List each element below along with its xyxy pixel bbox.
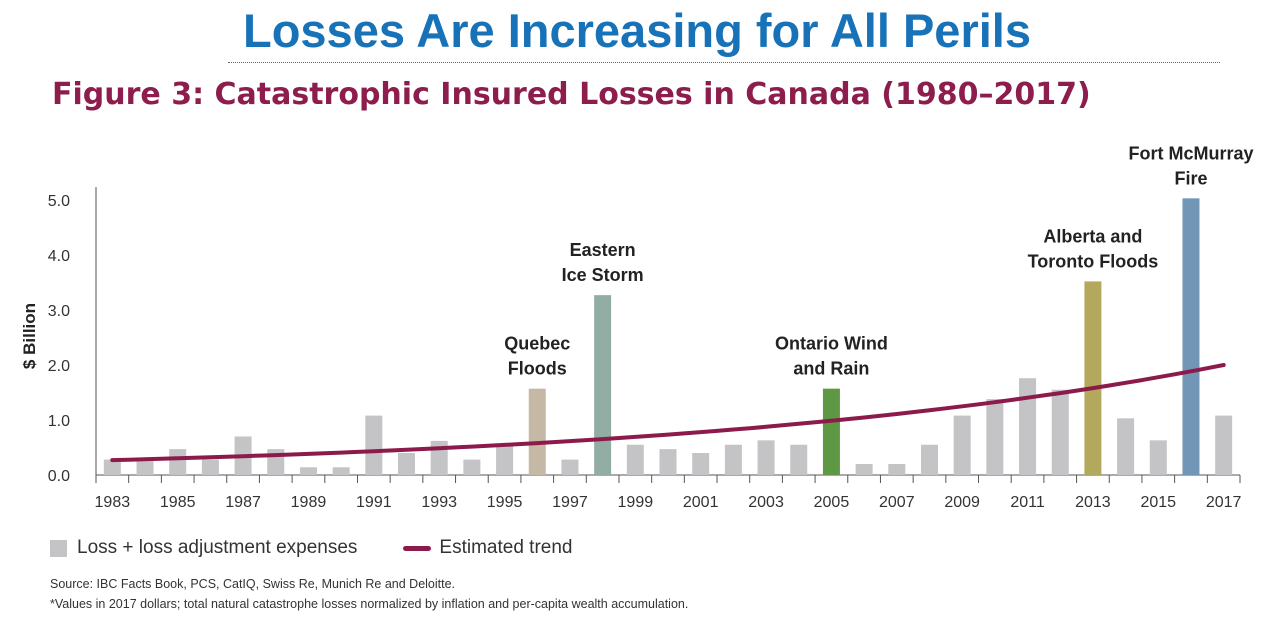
bar-2011 — [1019, 378, 1037, 475]
bar-2013 — [1084, 281, 1102, 475]
bar-1994 — [463, 459, 481, 475]
y-tick-label: 0.0 — [48, 468, 70, 485]
source-line: Source: IBC Facts Book, PCS, CatIQ, Swis… — [50, 577, 456, 591]
annotation-2013: Alberta and — [1043, 226, 1142, 246]
bar-2000 — [659, 449, 677, 475]
bar-2014 — [1117, 418, 1135, 475]
legend-trend-swatch — [403, 545, 432, 551]
x-tick-label: 2013 — [1075, 494, 1111, 511]
x-tick-label: 1987 — [225, 494, 261, 511]
x-tick-label: 2005 — [814, 494, 850, 511]
bar-2001 — [692, 453, 710, 475]
chart-legend: Loss + loss adjustment expenses Estimate… — [50, 536, 573, 560]
bar-1997 — [561, 459, 579, 475]
bar-2002 — [724, 444, 742, 475]
x-tick-label: 2007 — [879, 494, 915, 511]
bar-2008 — [920, 444, 938, 475]
y-axis-label: $ Billion — [20, 303, 39, 369]
figure-title: Figure 3: Catastrophic Insured Losses in… — [52, 77, 1091, 112]
bar-2007 — [888, 464, 906, 475]
source-notes: Source: IBC Facts Book, PCS, CatIQ, Swis… — [50, 574, 688, 614]
annotation-1998: Eastern — [570, 240, 636, 260]
x-tick-label: 1985 — [160, 494, 196, 511]
x-tick-label: 1995 — [487, 494, 523, 511]
legend-bar-swatch — [50, 539, 67, 557]
x-tick-label: 2017 — [1206, 494, 1242, 511]
x-tick-label: 1997 — [552, 494, 588, 511]
y-tick-label: 3.0 — [48, 303, 70, 320]
annotation-1996: Floods — [508, 359, 567, 379]
bar-2010 — [986, 399, 1004, 475]
y-tick-label: 1.0 — [48, 413, 70, 430]
y-tick-label: 4.0 — [48, 248, 70, 265]
x-tick-label: 1999 — [618, 494, 654, 511]
trend-line — [110, 363, 1226, 463]
bar-1995 — [496, 444, 514, 475]
bar-2005 — [822, 388, 840, 475]
x-tick-label: 2003 — [748, 494, 784, 511]
bar-2004 — [790, 444, 808, 475]
bar-2003 — [757, 440, 775, 475]
banner-title: Losses Are Increasing for All Perils — [243, 4, 1031, 57]
annotation-1998: Ice Storm — [562, 265, 644, 285]
bar-1999 — [626, 444, 644, 475]
bar-1984 — [136, 461, 154, 475]
bar-1992 — [398, 453, 416, 475]
legend-bar-label: Loss + loss adjustment expenses — [77, 537, 358, 558]
annotation-1996: Quebec — [504, 334, 570, 354]
legend-trend-label: Estimated trend — [439, 537, 573, 558]
bar-1983 — [103, 459, 121, 475]
bar-2016 — [1182, 198, 1200, 475]
annotation-2016: Fort McMurray — [1128, 143, 1253, 163]
annotation-2013: Toronto Floods — [1028, 251, 1159, 271]
annotation-2016: Fire — [1174, 168, 1207, 188]
x-tick-label: 1993 — [421, 494, 457, 511]
x-tick-label: 1989 — [291, 494, 327, 511]
bar-chart: 0.0 1.0 2.0 3.0 4.0 5.0 $ Billion 1983 1985 1987 1… — [20, 143, 1253, 511]
bar-1990 — [332, 467, 350, 475]
x-tick-label: 2009 — [944, 494, 980, 511]
title-divider — [228, 62, 1220, 63]
y-tick-label: 2.0 — [48, 358, 70, 375]
x-tick-label: 2011 — [1010, 494, 1045, 511]
bar-1986 — [201, 459, 219, 475]
annotation-2005: Ontario Wind — [775, 334, 888, 354]
bar-2012 — [1051, 389, 1069, 475]
bar-1991 — [365, 415, 383, 475]
x-tick-label: 2015 — [1140, 494, 1176, 511]
bar-1989 — [299, 467, 317, 475]
bar-2009 — [953, 415, 971, 475]
y-tick-label: 5.0 — [48, 193, 70, 210]
bar-2006 — [855, 464, 873, 475]
bar-2015 — [1149, 440, 1167, 475]
x-tick-label: 1991 — [356, 494, 392, 511]
bar-2017 — [1215, 415, 1233, 475]
x-tick-label: 2001 — [683, 494, 719, 511]
bar-1998 — [594, 295, 612, 475]
footnote-line: *Values in 2017 dollars; total natural c… — [50, 597, 689, 611]
x-tick-label: 1983 — [95, 494, 131, 511]
bar-1996 — [528, 388, 546, 475]
bar-1985 — [169, 449, 187, 475]
annotation-2005: and Rain — [793, 359, 869, 379]
